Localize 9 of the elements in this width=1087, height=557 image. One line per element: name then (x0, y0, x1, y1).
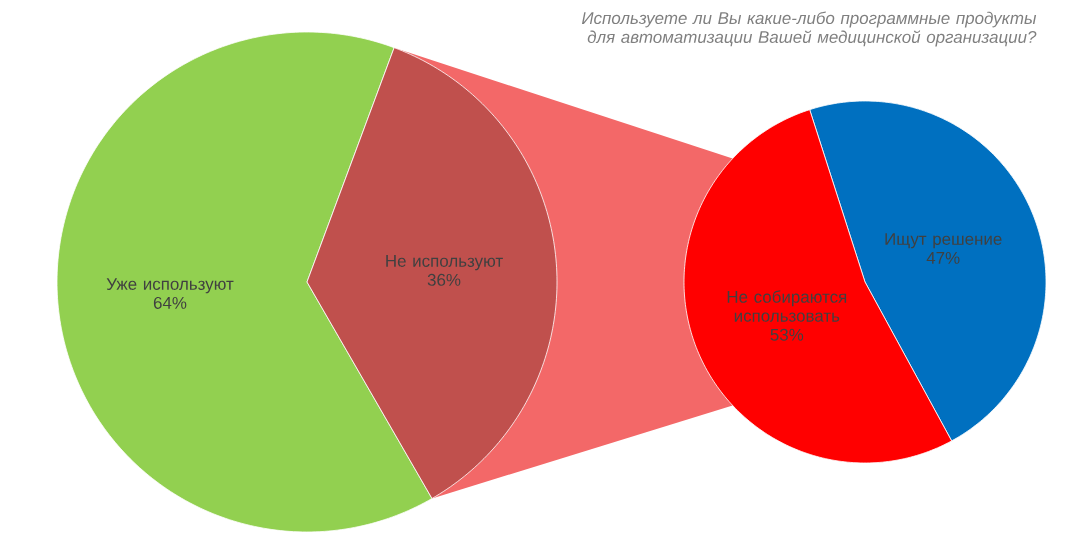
data-label: 64% (153, 296, 187, 309)
chart-title: Используете ли Вы какие-либо программные продукты для автоматизации Вашей медицинской организации? (581, 11, 1037, 47)
data-label: 53% (770, 328, 804, 341)
data-label: 47% (926, 251, 960, 264)
data-label: 36% (427, 273, 461, 286)
slice-label: Уже используют (106, 278, 234, 294)
slice-label: Не собираются использовать (727, 290, 847, 322)
slice-label: Не используют (386, 255, 503, 271)
slice-label: Ищут решение (885, 233, 1002, 249)
